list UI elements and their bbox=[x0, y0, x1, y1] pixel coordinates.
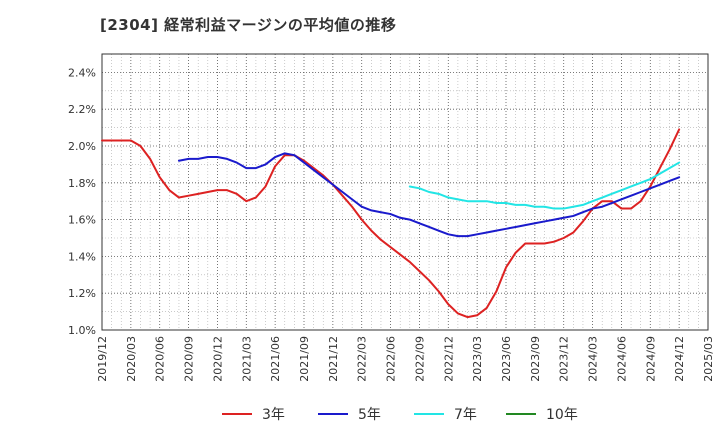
legend-label: 3年 bbox=[262, 407, 285, 423]
series-line-7年 bbox=[408, 161, 681, 210]
y-tick-label: 2.0% bbox=[68, 140, 96, 153]
x-tick-label: 2021/09 bbox=[298, 336, 311, 382]
legend-label: 7年 bbox=[454, 407, 477, 423]
y-tick-label: 1.0% bbox=[68, 324, 96, 337]
series-line-5年 bbox=[177, 152, 681, 238]
x-tick-label: 2020/03 bbox=[125, 336, 138, 382]
series-line-3年 bbox=[101, 128, 681, 319]
chart-title: [2304] 経常利益マージンの平均値の推移 bbox=[100, 16, 397, 34]
x-tick-label: 2021/03 bbox=[240, 336, 253, 382]
y-tick-label: 1.8% bbox=[68, 177, 96, 190]
x-tick-label: 2021/12 bbox=[327, 336, 340, 382]
y-tick-label: 1.4% bbox=[68, 250, 96, 263]
x-tick-label: 2020/12 bbox=[211, 336, 224, 382]
x-tick-label: 2022/03 bbox=[356, 336, 369, 382]
x-tick-label: 2024/12 bbox=[673, 336, 686, 382]
x-tick-label: 2023/06 bbox=[500, 336, 513, 382]
y-tick-label: 2.4% bbox=[68, 66, 96, 79]
x-tick-label: 2023/12 bbox=[558, 336, 571, 382]
x-tick-label: 2024/09 bbox=[644, 336, 657, 382]
x-tick-label: 2020/06 bbox=[154, 336, 167, 382]
x-tick-label: 2024/06 bbox=[615, 336, 628, 382]
y-tick-label: 1.6% bbox=[68, 214, 96, 227]
x-tick-label: 2022/06 bbox=[385, 336, 398, 382]
x-tick-label: 2023/03 bbox=[471, 336, 484, 382]
legend-label: 5年 bbox=[358, 407, 381, 423]
x-tick-label: 2019/12 bbox=[96, 336, 109, 382]
x-tick-label: 2022/12 bbox=[442, 336, 455, 382]
plot-border bbox=[101, 53, 709, 331]
x-tick-label: 2022/09 bbox=[413, 336, 426, 382]
x-tick-label: 2024/03 bbox=[587, 336, 600, 382]
x-tick-label: 2021/06 bbox=[269, 336, 282, 382]
x-tick-label: 2020/09 bbox=[183, 336, 196, 382]
y-tick-label: 2.2% bbox=[68, 103, 96, 116]
x-tick-label: 2025/03 bbox=[702, 336, 715, 382]
legend-label: 10年 bbox=[546, 407, 578, 423]
x-tick-label: 2023/09 bbox=[529, 336, 542, 382]
y-tick-label: 1.2% bbox=[68, 287, 96, 300]
